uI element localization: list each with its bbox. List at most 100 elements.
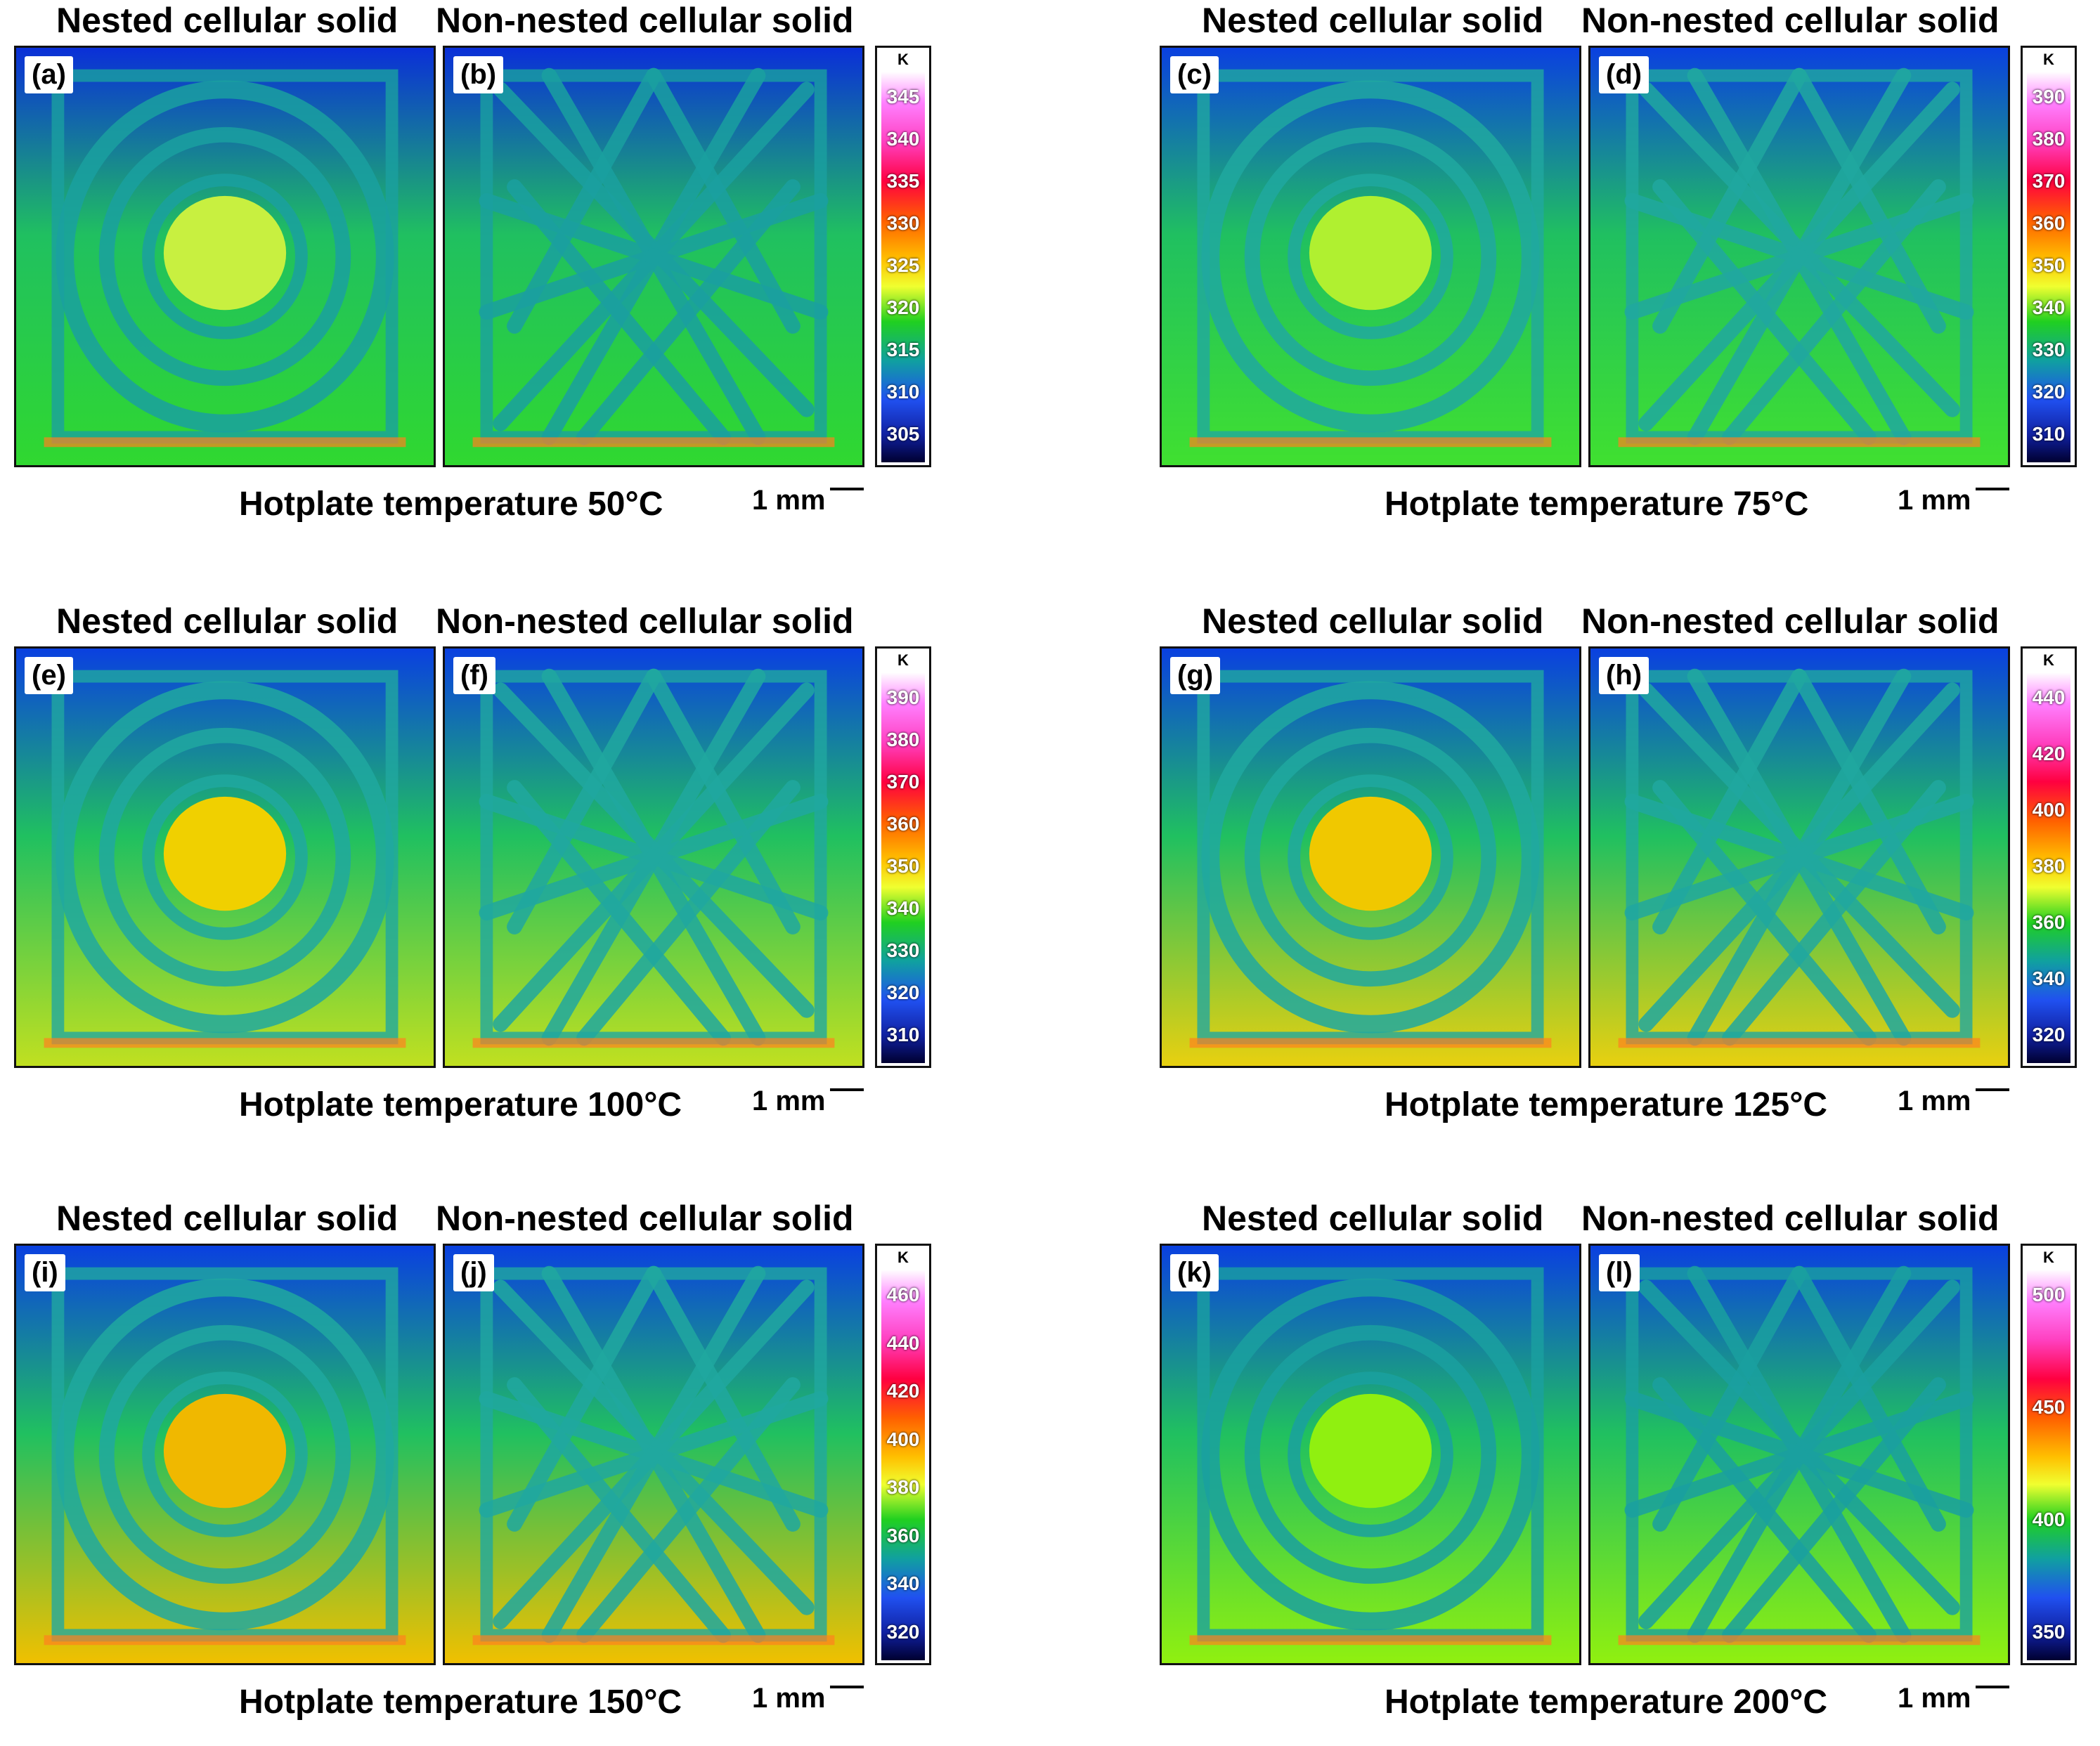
caption: Hotplate temperature 200°C bbox=[1385, 1683, 1828, 1721]
colorbar: K 500 450 400 350 bbox=[2021, 1244, 2077, 1665]
scale-bar: 1 mm bbox=[1898, 485, 2009, 516]
outer-ring bbox=[1201, 681, 1540, 1034]
thermal-image bbox=[1590, 1246, 2008, 1663]
colorbar-tick: 350 bbox=[2032, 254, 2066, 276]
middle-ring bbox=[98, 727, 351, 987]
caption: Hotplate temperature 100°C bbox=[239, 1086, 682, 1123]
panel-label: (f) bbox=[453, 657, 495, 694]
colorbar-tick: 400 bbox=[886, 1428, 920, 1450]
scale-text: 1 mm bbox=[752, 1086, 826, 1116]
hotplate-edge bbox=[472, 1038, 835, 1048]
lattice-strut bbox=[1652, 67, 1807, 334]
lattice-strut bbox=[646, 668, 801, 934]
colorbar-tick: 460 bbox=[886, 1284, 920, 1305]
colorbar-tick: 310 bbox=[2032, 423, 2066, 445]
colorbar-gradient bbox=[881, 672, 925, 1063]
outer-ring bbox=[1201, 1278, 1540, 1631]
scale-line bbox=[1975, 1088, 2009, 1091]
thermal-image bbox=[445, 1246, 862, 1663]
caption: Hotplate temperature 50°C bbox=[239, 486, 663, 523]
inner-ring bbox=[142, 774, 308, 940]
colorbar-gradient bbox=[2027, 72, 2070, 462]
inner-ring bbox=[142, 1372, 308, 1537]
inner-ring bbox=[1288, 174, 1453, 339]
colorbar-tick: 340 bbox=[886, 128, 920, 150]
colorbar-tick: 360 bbox=[2032, 212, 2066, 234]
caption: Hotplate temperature 75°C bbox=[1385, 486, 1809, 523]
colorbar-tick: 440 bbox=[886, 1331, 920, 1354]
colorbar-tick: 370 bbox=[2032, 170, 2066, 192]
scale-line bbox=[829, 1686, 864, 1688]
middle-ring bbox=[1244, 1324, 1497, 1584]
lattice-strut bbox=[576, 1377, 801, 1643]
lattice-strut bbox=[646, 1265, 801, 1532]
panel-label: (e) bbox=[25, 657, 73, 694]
colorbar-tick: 330 bbox=[2032, 339, 2066, 360]
colorbar-tick: 360 bbox=[886, 1524, 920, 1546]
nested-title: Nested cellular solid bbox=[1202, 1, 1544, 40]
non-nested-title: Non-nested cellular solid bbox=[436, 601, 854, 641]
lattice-strut bbox=[507, 67, 661, 334]
caption: Hotplate temperature 150°C bbox=[239, 1683, 682, 1721]
colorbar-tick: 400 bbox=[2032, 1509, 2066, 1530]
colorbar-tick: 500 bbox=[2032, 1284, 2066, 1305]
outer-ring bbox=[56, 1278, 394, 1631]
lattice-strut bbox=[1722, 780, 1946, 1046]
panel-label: (k) bbox=[1170, 1254, 1219, 1291]
scale-bar: 1 mm bbox=[1898, 1683, 2009, 1714]
lattice-strut bbox=[576, 780, 801, 1046]
colorbar-tick: 420 bbox=[2032, 743, 2066, 764]
scale-text: 1 mm bbox=[752, 485, 826, 516]
figure-group: Nested cellular solid Non-nested cellular… bbox=[1146, 1198, 2100, 1746]
colorbar-tick: 340 bbox=[2032, 297, 2066, 318]
caption: Hotplate temperature 125°C bbox=[1385, 1086, 1828, 1123]
lattice-strut bbox=[1652, 780, 1877, 1046]
scale-bar: 1 mm bbox=[752, 485, 864, 516]
colorbar-tick: 345 bbox=[886, 86, 920, 108]
colorbar-tick: 330 bbox=[886, 212, 920, 234]
colorbar-tick: 420 bbox=[886, 1380, 920, 1402]
figure-group: Nested cellular solid Non-nested cellular… bbox=[1146, 601, 2100, 1149]
non-nested-panel: (f) bbox=[443, 646, 864, 1068]
thermal-image bbox=[16, 48, 434, 465]
figure-group: Nested cellular solid Non-nested cellular… bbox=[0, 1198, 1040, 1746]
figure-group: Nested cellular solid Non-nested cellular… bbox=[0, 0, 1040, 548]
colorbar-tick: 320 bbox=[886, 1621, 920, 1643]
lattice-strut bbox=[1791, 67, 1946, 334]
panel-label: (h) bbox=[1599, 657, 1649, 694]
colorbar: K 390 380 370 360 350 340 330 320 310 bbox=[875, 646, 931, 1068]
non-nested-panel: (b) bbox=[443, 46, 864, 467]
scale-text: 1 mm bbox=[1898, 1683, 1971, 1714]
non-nested-title: Non-nested cellular solid bbox=[1581, 1, 1999, 40]
colorbar: K 390 380 370 360 350 340 330 320 310 bbox=[2021, 46, 2077, 467]
thermal-image bbox=[1162, 1246, 1579, 1663]
nested-panel: (e) bbox=[14, 646, 436, 1068]
colorbar-unit: K bbox=[897, 651, 909, 669]
colorbar-tick: 310 bbox=[886, 381, 920, 403]
lattice-strut bbox=[1652, 179, 1877, 445]
hotplate-edge bbox=[1618, 1038, 1981, 1048]
hotplate-edge bbox=[1189, 1038, 1552, 1048]
scale-line bbox=[1975, 1686, 2009, 1688]
hot-core bbox=[1309, 796, 1432, 911]
colorbar-gradient bbox=[881, 72, 925, 462]
nested-panel: (a) bbox=[14, 46, 436, 467]
colorbar-tick: 350 bbox=[886, 855, 920, 877]
colorbar-tick: 450 bbox=[2032, 1396, 2066, 1418]
colorbar-tick: 310 bbox=[886, 1024, 920, 1045]
colorbar-tick: 340 bbox=[2032, 968, 2066, 989]
lattice-strut bbox=[1791, 1265, 1946, 1532]
colorbar-tick: 380 bbox=[886, 729, 920, 750]
colorbar-gradient bbox=[2027, 672, 2070, 1063]
colorbar-tick: 340 bbox=[886, 897, 920, 919]
colorbar-unit: K bbox=[897, 51, 909, 68]
scale-text: 1 mm bbox=[752, 1683, 826, 1714]
thermal-image bbox=[1162, 48, 1579, 465]
lattice-strut bbox=[1652, 668, 1807, 934]
lattice-strut bbox=[1652, 1377, 1877, 1643]
colorbar-tick: 380 bbox=[886, 1476, 920, 1499]
thermal-image bbox=[1162, 649, 1579, 1066]
nested-title: Nested cellular solid bbox=[1202, 1199, 1544, 1238]
colorbar-tick: 370 bbox=[886, 771, 920, 793]
colorbar: K 460 440 420 400 380 360 340 320 bbox=[875, 1244, 931, 1665]
